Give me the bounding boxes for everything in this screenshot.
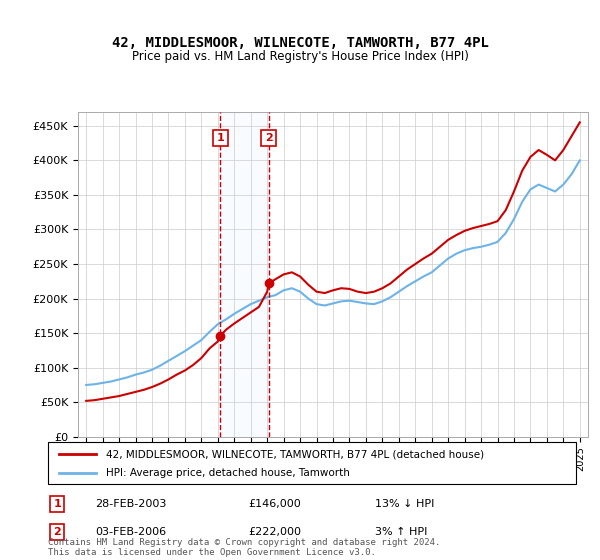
Text: 3% ↑ HPI: 3% ↑ HPI [376, 527, 428, 537]
Text: £146,000: £146,000 [248, 499, 301, 509]
Text: HPI: Average price, detached house, Tamworth: HPI: Average price, detached house, Tamw… [106, 468, 350, 478]
Text: Price paid vs. HM Land Registry's House Price Index (HPI): Price paid vs. HM Land Registry's House … [131, 50, 469, 63]
Text: 13% ↓ HPI: 13% ↓ HPI [376, 499, 435, 509]
Text: 2: 2 [265, 133, 272, 143]
Text: 28-FEB-2003: 28-FEB-2003 [95, 499, 167, 509]
Text: 42, MIDDLESMOOR, WILNECOTE, TAMWORTH, B77 4PL: 42, MIDDLESMOOR, WILNECOTE, TAMWORTH, B7… [112, 36, 488, 50]
Bar [220, 112, 269, 437]
Text: 42, MIDDLESMOOR, WILNECOTE, TAMWORTH, B77 4PL (detached house): 42, MIDDLESMOOR, WILNECOTE, TAMWORTH, B7… [106, 449, 484, 459]
Text: 2: 2 [53, 527, 61, 537]
FancyBboxPatch shape [48, 442, 576, 484]
Text: Contains HM Land Registry data © Crown copyright and database right 2024.
This d: Contains HM Land Registry data © Crown c… [48, 538, 440, 557]
Text: £222,000: £222,000 [248, 527, 302, 537]
Text: 03-FEB-2006: 03-FEB-2006 [95, 527, 167, 537]
Text: 1: 1 [53, 499, 61, 509]
Text: 1: 1 [217, 133, 224, 143]
